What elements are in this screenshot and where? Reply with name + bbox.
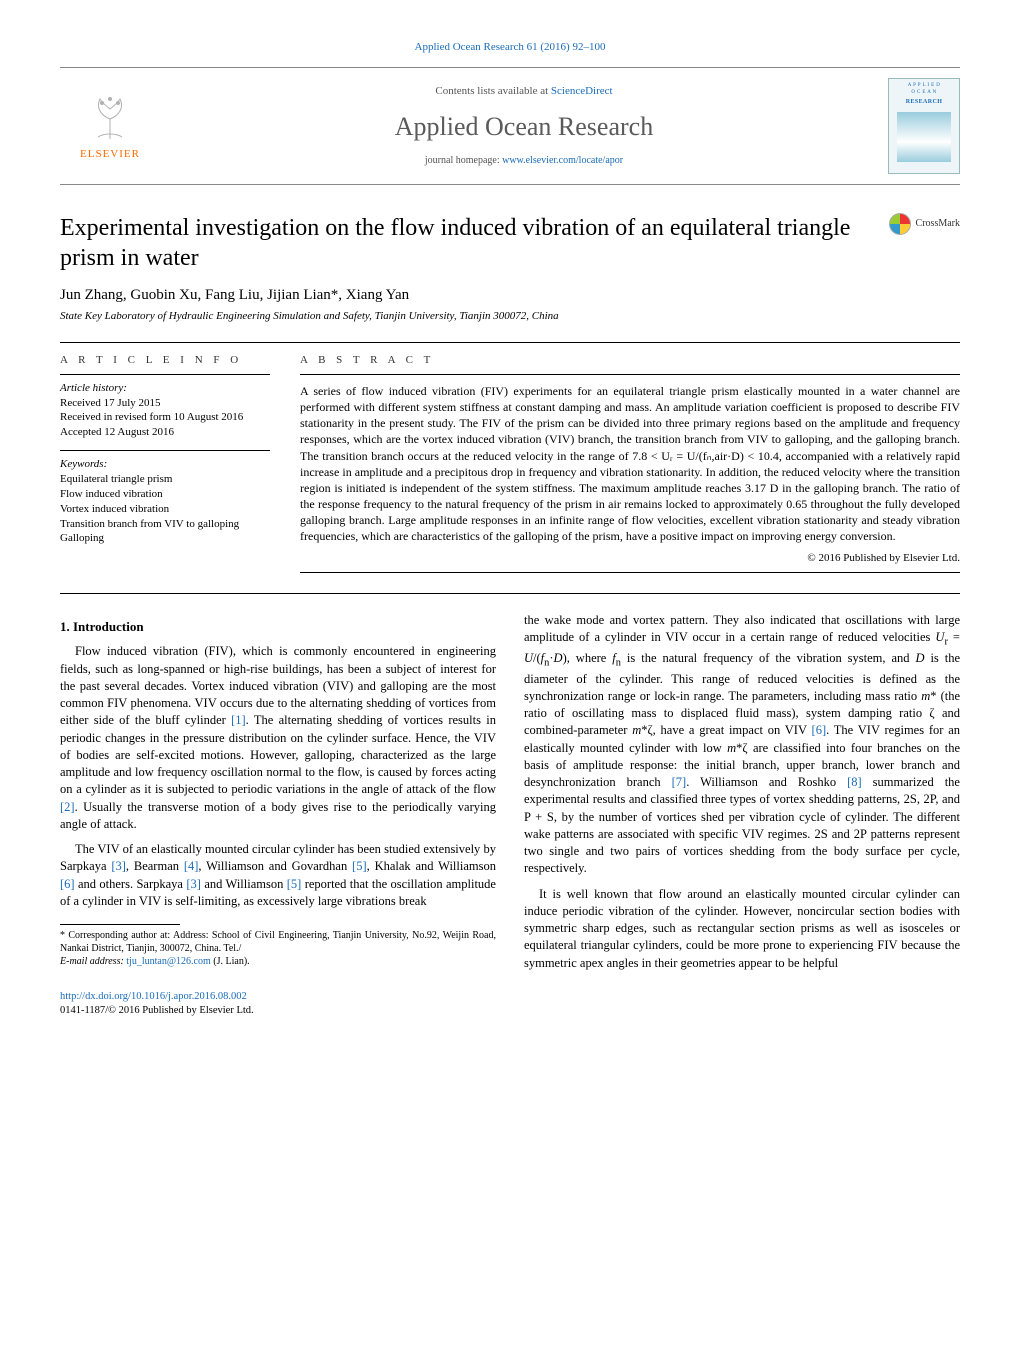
abstract-column: A B S T R A C T A series of flow induced… — [300, 353, 960, 573]
journal-cover-thumb: A P P L I E D O C E A N RESEARCH — [888, 78, 960, 174]
body-para: The VIV of an elastically mounted circul… — [60, 841, 496, 910]
ref-link[interactable]: [4] — [184, 859, 199, 873]
title-row: Experimental investigation on the flow i… — [60, 213, 960, 273]
corresponding-author-footnote: * Corresponding author at: Address: Scho… — [60, 929, 496, 968]
journal-reference-link[interactable]: Applied Ocean Research 61 (2016) 92–100 — [415, 41, 606, 53]
ref-link[interactable]: [8] — [847, 775, 862, 789]
body-para: Flow induced vibration (FIV), which is c… — [60, 643, 496, 833]
footnote-email-suffix: (J. Lian). — [211, 956, 250, 967]
article-info-rule — [60, 374, 270, 375]
history-received: Received 17 July 2015 — [60, 396, 270, 411]
homepage-link[interactable]: www.elsevier.com/locate/apor — [502, 155, 623, 166]
ref-link[interactable]: [6] — [812, 723, 827, 737]
publisher-logo-block: ELSEVIER — [60, 89, 160, 162]
ref-link[interactable]: [3] — [186, 877, 201, 891]
body-two-column: 1. Introduction Flow induced vibration (… — [60, 612, 960, 974]
ref-link[interactable]: [5] — [287, 877, 302, 891]
abstract-rule-bottom — [300, 572, 960, 573]
journal-name: Applied Ocean Research — [160, 109, 888, 144]
history-revised: Received in revised form 10 August 2016 — [60, 410, 270, 425]
ref-link[interactable]: [3] — [111, 859, 126, 873]
cover-line2: O C E A N — [911, 90, 936, 97]
issn-copyright-line: 0141-1187/© 2016 Published by Elsevier L… — [60, 1004, 960, 1018]
body-para: It is well known that flow around an ela… — [524, 886, 960, 972]
journal-reference-line: Applied Ocean Research 61 (2016) 92–100 — [60, 40, 960, 55]
footnote-separator — [60, 924, 180, 925]
cover-line1: A P P L I E D — [908, 83, 940, 90]
keywords-label: Keywords: — [60, 457, 270, 472]
affiliation-line: State Key Laboratory of Hydraulic Engine… — [60, 309, 960, 324]
sciencedirect-link[interactable]: ScienceDirect — [551, 85, 613, 97]
body-text: , Khalak and Williamson — [367, 859, 496, 873]
body-text: the wake mode and vortex pattern. They a… — [524, 613, 960, 738]
article-info-heading: A R T I C L E I N F O — [60, 353, 270, 368]
body-text: and others. Sarpkaya — [75, 877, 187, 891]
body-para: the wake mode and vortex pattern. They a… — [524, 612, 960, 878]
ref-link[interactable]: [1] — [231, 713, 246, 727]
publisher-name: ELSEVIER — [80, 147, 140, 162]
keyword-item: Transition branch from VIV to galloping — [60, 517, 270, 532]
keyword-item: Vortex induced vibration — [60, 502, 270, 517]
footnote-email-link[interactable]: tju_luntan@126.com — [126, 956, 210, 967]
homepage-prefix: journal homepage: — [425, 155, 502, 166]
masthead: ELSEVIER Contents lists available at Sci… — [60, 67, 960, 185]
ref-link[interactable]: [6] — [60, 877, 75, 891]
body-text: , Bearman — [126, 859, 184, 873]
footnote-email-label: E-mail address: — [60, 956, 126, 967]
history-label: Article history: — [60, 381, 270, 396]
homepage-line: journal homepage: www.elsevier.com/locat… — [160, 154, 888, 168]
authors-line: Jun Zhang, Guobin Xu, Fang Liu, Jijian L… — [60, 285, 960, 305]
contents-prefix: Contents lists available at — [435, 85, 550, 97]
abstract-rule-top — [300, 374, 960, 375]
abstract-copyright: © 2016 Published by Elsevier Ltd. — [300, 551, 960, 566]
body-text: summarized the experimental results and … — [524, 775, 960, 875]
body-text: , Williamson and Govardhan — [198, 859, 352, 873]
abstract-heading: A B S T R A C T — [300, 353, 960, 368]
masthead-center: Contents lists available at ScienceDirec… — [160, 84, 888, 167]
body-text: . Usually the transverse motion of a bod… — [60, 800, 496, 831]
body-text: and Williamson — [201, 877, 287, 891]
cover-image-placeholder — [897, 112, 951, 162]
body-text: . Williamson and Roshko — [686, 775, 847, 789]
ref-link[interactable]: [2] — [60, 800, 75, 814]
section-1-heading: 1. Introduction — [60, 618, 496, 636]
article-info-column: A R T I C L E I N F O Article history: R… — [60, 353, 270, 573]
keyword-item: Equilateral triangle prism — [60, 472, 270, 487]
history-accepted: Accepted 12 August 2016 — [60, 425, 270, 440]
footnote-corr: * Corresponding author at: Address: Scho… — [60, 929, 496, 955]
rule-mid — [60, 593, 960, 594]
ref-link[interactable]: [5] — [352, 859, 367, 873]
doi-link[interactable]: http://dx.doi.org/10.1016/j.apor.2016.08… — [60, 991, 247, 1002]
crossmark-label: CrossMark — [916, 217, 960, 231]
keyword-item: Flow induced vibration — [60, 487, 270, 502]
article-title: Experimental investigation on the flow i… — [60, 213, 889, 273]
elsevier-tree-icon — [82, 89, 138, 145]
keyword-item: Galloping — [60, 531, 270, 546]
rule-top — [60, 342, 960, 343]
contents-available-line: Contents lists available at ScienceDirec… — [160, 84, 888, 99]
footer-block: http://dx.doi.org/10.1016/j.apor.2016.08… — [60, 990, 960, 1018]
crossmark-badge-block[interactable]: CrossMark — [889, 213, 960, 235]
crossmark-icon — [889, 213, 911, 235]
abstract-text: A series of flow induced vibration (FIV)… — [300, 383, 960, 545]
cover-line3: RESEARCH — [906, 98, 943, 106]
meta-abstract-row: A R T I C L E I N F O Article history: R… — [60, 353, 960, 573]
keywords-rule — [60, 450, 270, 451]
ref-link[interactable]: [7] — [672, 775, 687, 789]
